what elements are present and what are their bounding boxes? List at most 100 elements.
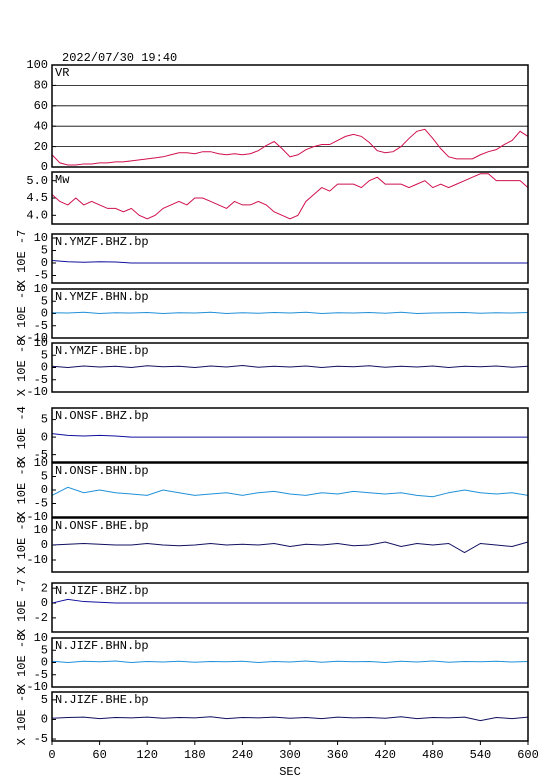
x-tick-label: 60 [92, 748, 106, 762]
panel-label: N.JIZF.BHE.bp [55, 693, 149, 707]
y-tick-label: 0 [41, 361, 48, 375]
panel-label: VR [55, 66, 69, 80]
x-tick-label: 480 [422, 748, 444, 762]
y-tick-label: 0 [41, 713, 48, 727]
y-tick-label: -10 [26, 510, 48, 524]
panel-label: N.YMZF.BHN.bp [55, 290, 149, 304]
panel-frame [51, 342, 529, 393]
y-tick-label: 5 [41, 693, 48, 707]
y-tick-label: -10 [26, 331, 48, 345]
y-tick-label: 10 [34, 231, 48, 245]
y-tick-label: 20 [34, 140, 48, 154]
trace [51, 128, 529, 166]
x-tick-label: 240 [232, 748, 254, 762]
y-tick-label: -10 [26, 680, 48, 694]
y-tick-label: 80 [34, 79, 48, 93]
trace [51, 433, 528, 438]
y-tick-label: -5 [34, 373, 48, 387]
y-tick-label: 60 [34, 99, 48, 113]
x-axis-label: SEC [279, 765, 301, 779]
y-tick-label: 0 [41, 483, 48, 497]
panel-label: N.ONSF.BHZ.bp [55, 409, 149, 423]
x-tick-label: 0 [48, 748, 55, 762]
y-axis-label: X 10E -8 [15, 285, 29, 343]
y-axis-label: X 10E -8 [15, 516, 29, 574]
panel-frame [51, 233, 529, 284]
y-tick-label: 4.5 [26, 191, 48, 205]
trace [51, 260, 528, 264]
y-tick-label: 2 [41, 581, 48, 595]
x-tick-label: 420 [374, 748, 396, 762]
y-tick-label: 100 [26, 58, 48, 72]
y-tick-label: -5 [34, 269, 48, 283]
y-tick-label: 0 [41, 656, 48, 670]
y-tick-label: -10 [26, 553, 48, 567]
panel-frame [51, 64, 529, 168]
y-axis-label: X 10E -4 [15, 406, 29, 464]
panel-frame [51, 288, 529, 339]
panel-frame [51, 517, 529, 573]
panel-frame [51, 407, 529, 463]
y-tick-label: 40 [34, 119, 48, 133]
y-axis-label: X 10E -7 [15, 230, 29, 288]
panel-label: N.ONSF.BHE.bp [55, 519, 149, 533]
trace [51, 173, 529, 220]
y-tick-label: 5 [41, 413, 48, 427]
panel-frame [51, 171, 529, 225]
y-tick-label: -5 [34, 732, 48, 746]
panel-label: N.YMZF.BHZ.bp [55, 235, 149, 249]
y-tick-label: 5 [41, 470, 48, 484]
x-tick-label: 300 [279, 748, 301, 762]
y-axis-label: X 10E -8 [15, 634, 29, 692]
x-tick-label: 360 [327, 748, 349, 762]
y-tick-label: 5 [41, 294, 48, 308]
y-tick-label: 5 [41, 643, 48, 657]
y-tick-label: 0 [41, 430, 48, 444]
panel-label: N.YMZF.BHE.bp [55, 344, 149, 358]
trace [51, 365, 529, 369]
x-tick-label: 540 [470, 748, 492, 762]
y-tick-label: -5 [34, 497, 48, 511]
panel-label: N.JIZF.BHZ.bp [55, 584, 149, 598]
panel-frame [51, 462, 529, 518]
panel-frame [51, 582, 529, 633]
y-tick-label: -5 [34, 319, 48, 333]
panel-label: N.ONSF.BHN.bp [55, 464, 149, 478]
y-tick-label: 0 [41, 256, 48, 270]
x-tick-label: 180 [184, 748, 206, 762]
y-tick-label: 10 [34, 336, 48, 350]
trace [51, 311, 529, 315]
y-tick-label: -10 [26, 385, 48, 399]
y-tick-label: 10 [34, 282, 48, 296]
y-axis-label: X 10E -8 [15, 339, 29, 397]
y-tick-label: -2 [34, 611, 48, 625]
y-tick-label: 10 [34, 456, 48, 470]
panel-label: Mw [55, 173, 70, 187]
panel-frame [51, 637, 529, 688]
y-axis-label: X 10E -7 [15, 579, 29, 637]
y-tick-label: 5 [41, 348, 48, 362]
y-tick-label: 0 [41, 538, 48, 552]
trace [51, 716, 529, 722]
x-tick-label: 120 [136, 748, 158, 762]
panel-label: N.JIZF.BHN.bp [55, 639, 149, 653]
y-tick-label: 5 [41, 244, 48, 258]
trace [51, 660, 529, 664]
y-tick-label: 0 [41, 307, 48, 321]
y-tick-label: 0 [41, 160, 48, 174]
y-tick-label: -5 [34, 668, 48, 682]
y-tick-label: 10 [34, 631, 48, 645]
trace [51, 598, 528, 604]
y-tick-label: 10 [34, 523, 48, 537]
y-tick-label: 0 [41, 596, 48, 610]
y-tick-label: -5 [34, 448, 48, 462]
y-tick-label: 5.0 [26, 174, 48, 188]
x-tick-label: 600 [517, 748, 539, 762]
header-title: 2022/07/30 19:40 [62, 51, 177, 65]
trace [51, 541, 529, 554]
trace [51, 486, 529, 498]
y-axis-label: X 10E -8 [15, 688, 29, 746]
y-axis-label: X 10E -8 [15, 461, 29, 519]
y-tick-label: 4.0 [26, 209, 48, 223]
